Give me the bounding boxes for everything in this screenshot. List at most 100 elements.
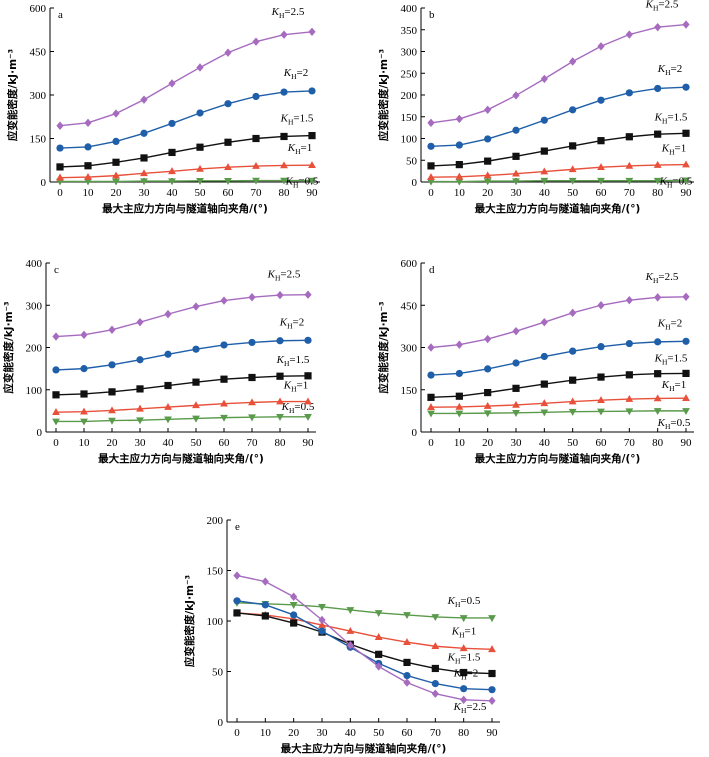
- data-point: [261, 601, 269, 609]
- series-line: [56, 416, 308, 423]
- data-point: [56, 173, 64, 181]
- data-point: [84, 178, 92, 186]
- series-KH=2.5: KH=2.5: [233, 571, 496, 715]
- data-point: [308, 27, 316, 36]
- data-point: [682, 408, 690, 415]
- data-point: [220, 296, 228, 305]
- x-tick-label: 0: [57, 187, 63, 199]
- series-label: KH=2: [283, 67, 308, 81]
- data-point: [625, 394, 634, 402]
- series-line: [431, 179, 687, 183]
- data-point: [308, 177, 316, 185]
- data-point: [597, 301, 605, 310]
- series-line: [430, 296, 687, 349]
- data-point: [164, 309, 172, 319]
- data-point: [427, 173, 435, 181]
- y-tick-label: 300: [401, 47, 418, 59]
- panel-letter: a: [58, 9, 63, 21]
- y-tick-label: 150: [401, 112, 418, 124]
- series-label: KH=2: [279, 316, 304, 330]
- series-line: [431, 410, 686, 415]
- data-point: [224, 163, 232, 171]
- data-point: [654, 338, 662, 346]
- chart-panel-d: 0 150 300 450 600 0 10 20 30 40 50 60 70 80 90 最大主应力方向与…: [377, 258, 694, 465]
- y-tick-label: 250: [401, 68, 418, 80]
- data-point: [455, 392, 463, 400]
- x-tick-label: 60: [402, 727, 414, 739]
- data-point: [625, 30, 633, 39]
- data-point: [248, 293, 256, 302]
- data-point: [403, 612, 411, 620]
- series-KH=2.5: KH=2.5: [427, 0, 690, 128]
- data-point: [276, 290, 284, 300]
- series-label: KH=1.5: [654, 352, 688, 366]
- data-point: [682, 369, 690, 378]
- x-tick-label: 60: [219, 437, 231, 449]
- series-line: [55, 339, 309, 371]
- data-point: [597, 343, 605, 351]
- series-label: KH=2: [453, 668, 478, 682]
- data-point: [261, 577, 269, 586]
- data-point: [168, 167, 176, 175]
- y-tick-label: 350: [401, 25, 418, 37]
- data-point: [84, 143, 92, 151]
- data-point: [431, 642, 440, 650]
- data-point: [597, 408, 605, 416]
- series-KH=0.5: KH=0.5: [427, 408, 691, 431]
- x-tick-label: 80: [652, 187, 664, 199]
- y-tick-label: 0: [218, 717, 224, 729]
- data-point: [654, 293, 662, 302]
- data-point: [403, 671, 411, 680]
- data-point: [192, 302, 200, 311]
- x-tick-label: 90: [303, 437, 315, 449]
- x-tick-label: 90: [681, 187, 693, 199]
- data-point: [192, 345, 200, 353]
- y-tick-label: 150: [30, 134, 47, 146]
- chart-panel-c: 0 100 200 300 400 0 10 20 30 40 50 60 70 80 90 最大主应力方向与…: [2, 258, 316, 465]
- series-label: KH=0.5: [659, 175, 693, 189]
- data-point: [164, 416, 172, 424]
- data-point: [540, 167, 549, 175]
- data-point: [512, 410, 520, 417]
- x-axis-title: 最大主应力方向与隧道轴向夹角/(°): [475, 452, 641, 465]
- x-tick-label: 40: [539, 437, 551, 449]
- data-point: [252, 92, 260, 101]
- data-point: [318, 615, 326, 625]
- x-tick-label: 20: [107, 437, 119, 449]
- data-point: [164, 350, 172, 358]
- x-axis-title: 最大主应力方向与隧道轴向夹角/(°): [102, 202, 268, 215]
- x-tick-label: 10: [83, 187, 95, 199]
- panel-letter: b: [429, 9, 435, 21]
- y-tick-label: 100: [401, 134, 418, 146]
- data-point: [455, 178, 464, 186]
- y-tick-label: 600: [401, 258, 418, 270]
- series-KH=1: KH=1: [56, 142, 316, 181]
- series-label: KH=1.5: [276, 354, 310, 368]
- data-point: [455, 141, 463, 149]
- series-label: KH=0.5: [657, 417, 691, 431]
- data-point: [280, 161, 288, 169]
- data-point: [140, 178, 148, 186]
- x-tick-label: 0: [234, 727, 240, 739]
- series-line: [55, 375, 309, 396]
- y-tick-label: 600: [30, 3, 47, 15]
- series-KH=2.5: KH=2.5: [52, 269, 312, 341]
- data-point: [455, 172, 464, 180]
- data-point: [233, 597, 241, 605]
- data-point: [220, 414, 228, 422]
- y-tick-label: 100: [207, 616, 224, 628]
- x-tick-label: 80: [275, 437, 287, 449]
- data-point: [252, 37, 260, 46]
- data-point: [512, 152, 520, 160]
- data-point: [403, 658, 411, 667]
- data-point: [403, 678, 411, 687]
- data-point: [427, 371, 435, 379]
- data-point: [653, 408, 662, 415]
- data-point: [108, 325, 116, 334]
- series-label: KH=2: [657, 317, 682, 331]
- x-tick-label: 0: [428, 437, 434, 449]
- data-point: [252, 177, 260, 185]
- data-point: [280, 30, 288, 39]
- data-point: [455, 402, 464, 410]
